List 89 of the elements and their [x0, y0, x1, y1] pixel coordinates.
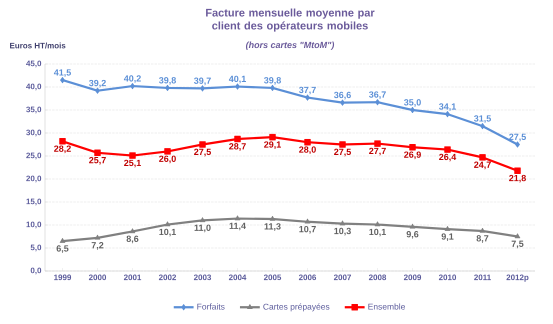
- data-label: 6,5: [56, 245, 68, 253]
- point: [269, 134, 276, 140]
- data-label: 31,5: [474, 115, 491, 123]
- point: [200, 85, 205, 92]
- point: [304, 218, 310, 224]
- point: [60, 238, 66, 243]
- data-label: 27,7: [369, 148, 386, 156]
- data-label: 10,1: [369, 228, 386, 236]
- data-label: 28,2: [54, 145, 71, 154]
- point: [410, 224, 416, 229]
- point: [94, 150, 101, 156]
- point: [59, 138, 66, 145]
- data-label: 34,1: [438, 103, 456, 111]
- point: [270, 84, 275, 92]
- point: [235, 83, 240, 90]
- data-label: 8,7: [476, 235, 488, 243]
- point: [304, 138, 311, 146]
- point: [234, 136, 241, 142]
- chart-title: Facture mensuelle moyenne par client des opérateurs mobiles: [206, 8, 374, 32]
- data-label: 10,3: [334, 228, 351, 236]
- data-label: 29,1: [264, 141, 281, 149]
- data-label: 35,0: [404, 99, 421, 107]
- point: [200, 217, 206, 222]
- point: [130, 228, 136, 234]
- legend-label: Forfaits: [197, 303, 225, 310]
- point: [339, 141, 346, 148]
- point: [305, 94, 310, 101]
- point: [199, 141, 206, 148]
- legend-label: Cartes prépayées: [263, 303, 330, 312]
- point: [234, 215, 240, 220]
- point: [515, 141, 520, 148]
- point: [514, 167, 521, 174]
- point: [164, 148, 171, 155]
- data-label: 39,7: [194, 78, 211, 86]
- data-label: 39,8: [158, 77, 176, 85]
- point: [480, 122, 485, 130]
- point: [95, 87, 100, 94]
- data-label: 26,4: [439, 154, 456, 162]
- data-label: 25,1: [124, 160, 141, 168]
- data-label: 26,9: [404, 151, 421, 160]
- point: [444, 146, 451, 153]
- data-label: 21,8: [509, 174, 526, 183]
- data-label: 11,0: [194, 224, 211, 232]
- data-label: 10,1: [159, 228, 176, 236]
- data-label: 8,6: [126, 236, 138, 244]
- data-label: 40,1: [228, 76, 246, 84]
- data-label: 28,7: [229, 143, 246, 151]
- point: [340, 99, 345, 106]
- data-label: 39,2: [88, 80, 106, 88]
- point: [479, 154, 486, 161]
- point: [130, 82, 135, 90]
- legend-label: Ensemble: [368, 303, 405, 310]
- point: [165, 84, 170, 92]
- data-label: 25,7: [89, 156, 106, 165]
- data-label: 11,4: [230, 222, 246, 230]
- point: [129, 152, 136, 159]
- data-label: 27,5: [509, 134, 526, 142]
- point: [164, 221, 170, 226]
- point: [410, 106, 415, 114]
- data-label: 37,7: [298, 86, 316, 94]
- data-label: 28,0: [299, 146, 316, 154]
- point: [60, 76, 65, 84]
- data-label: 36,7: [368, 91, 386, 99]
- point: [270, 216, 276, 221]
- data-label: 39,8: [264, 77, 281, 85]
- point: [445, 110, 450, 118]
- point: [480, 228, 486, 233]
- data-label: 36,6: [334, 92, 351, 100]
- data-label: 10,7: [299, 226, 316, 234]
- point: [340, 220, 346, 226]
- data-label: 11,3: [264, 223, 281, 231]
- point: [444, 226, 450, 231]
- data-label: 7,2: [92, 242, 104, 250]
- data-label: 9,1: [442, 233, 454, 241]
- data-label: 27,5: [194, 148, 211, 156]
- data-label: 9,6: [406, 231, 418, 239]
- point: [409, 144, 416, 150]
- point: [375, 98, 380, 106]
- data-label: 27,5: [334, 148, 351, 156]
- data-label: 7,5: [512, 240, 524, 248]
- data-label: 40,2: [124, 75, 141, 83]
- data-label: 26,0: [159, 156, 176, 164]
- data-label: 24,7: [474, 162, 491, 170]
- point: [374, 140, 381, 147]
- point: [374, 221, 380, 226]
- point: [94, 234, 100, 240]
- data-label: 41,5: [54, 69, 71, 77]
- point: [514, 233, 520, 238]
- chart-subtitle: (hors cartes "MtoM"): [246, 42, 334, 50]
